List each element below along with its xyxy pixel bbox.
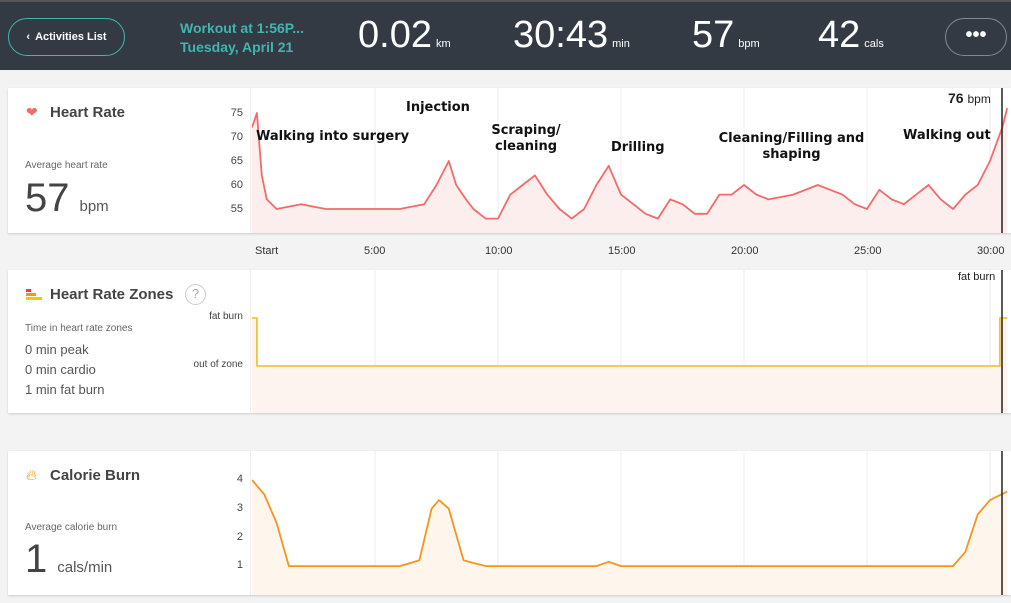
annotation: Drilling bbox=[611, 140, 665, 155]
heart-rate-zones-card: Heart Rate Zones ? Time in heart rate zo… bbox=[8, 270, 1011, 413]
distance-unit: km bbox=[435, 38, 451, 50]
more-options-button[interactable]: ••• bbox=[945, 18, 1007, 56]
x-tick: 10:00 bbox=[485, 245, 513, 257]
y-tick: 65 bbox=[230, 155, 243, 167]
avg-calorie-label: Average calorie burn bbox=[25, 522, 118, 533]
annotation: Walking out bbox=[903, 128, 991, 143]
y-tick: 60 bbox=[230, 179, 243, 191]
current-zone-label: fat burn bbox=[958, 271, 996, 283]
duration-unit: min bbox=[612, 38, 630, 50]
distance-value: 0.02 bbox=[358, 14, 432, 56]
x-tick: Start bbox=[255, 245, 279, 257]
heart-rate-card: ❤ Heart Rate Average heart rate 57 bpm 75… bbox=[8, 88, 1011, 233]
heart-rate-chart[interactable] bbox=[252, 88, 1011, 233]
area-fill bbox=[252, 108, 1008, 233]
avg-calorie-value: 1 bbox=[25, 537, 48, 581]
heart-rate-value: 57 bbox=[692, 14, 735, 56]
calorie-summary: 🔥︎ Calorie Burn Average calorie burn 1 ca… bbox=[8, 451, 251, 595]
duration-value: 30:43 bbox=[513, 14, 609, 56]
avg-heart-rate-label: Average heart rate bbox=[25, 160, 108, 171]
duration-stat: 30:43 min bbox=[513, 14, 630, 57]
y-tick: 75 bbox=[230, 107, 243, 119]
annotation: Cleaning/Filling and shaping bbox=[718, 131, 865, 162]
activities-list-button[interactable]: ‹ Activities List bbox=[8, 18, 125, 56]
y-tick: 70 bbox=[230, 131, 243, 143]
zone-fat-burn: 1 min fat burn bbox=[25, 382, 105, 397]
current-bpm-label: 76 bpm bbox=[948, 90, 991, 106]
zones-title: Heart Rate Zones bbox=[50, 286, 174, 303]
y-tick: 55 bbox=[230, 203, 243, 215]
current-bpm-value: 76 bbox=[948, 90, 964, 106]
zones-chart[interactable] bbox=[252, 270, 1011, 413]
x-tick: 25:00 bbox=[854, 245, 882, 257]
annotation: Injection bbox=[406, 100, 470, 115]
avg-heart-rate-unit: bpm bbox=[79, 198, 109, 215]
zone-peak: 0 min peak bbox=[25, 342, 89, 357]
heart-rate-stat: 57 bpm bbox=[692, 14, 760, 57]
workout-date: Tuesday, April 21 bbox=[180, 39, 294, 55]
series-line bbox=[252, 479, 1008, 567]
calories-unit: cals bbox=[864, 38, 884, 50]
zones-summary: Heart Rate Zones ? Time in heart rate zo… bbox=[8, 270, 251, 413]
y-tick: 3 bbox=[236, 502, 243, 514]
calorie-burn-card: 🔥︎ Calorie Burn Average calorie burn 1 ca… bbox=[8, 451, 1011, 595]
workout-info: Workout at 1:56P... Tuesday, April 21 bbox=[180, 19, 304, 57]
calorie-chart[interactable] bbox=[252, 451, 1011, 595]
calories-stat: 42 cals bbox=[818, 14, 884, 57]
flame-icon: 🔥︎ bbox=[26, 467, 38, 484]
x-tick: 20:00 bbox=[731, 245, 759, 257]
heart-rate-unit: bpm bbox=[738, 38, 760, 50]
calorie-title: Calorie Burn bbox=[50, 467, 141, 484]
calories-value: 42 bbox=[818, 14, 861, 56]
avg-heart-rate-value: 57 bbox=[25, 176, 70, 220]
zones-bars-icon bbox=[26, 288, 42, 304]
area-fill bbox=[252, 480, 1008, 595]
heart-rate-title: Heart Rate bbox=[50, 104, 126, 121]
avg-calorie-unit: cals/min bbox=[57, 559, 113, 576]
area-fill bbox=[252, 318, 1008, 413]
zone-level-label: fat burn bbox=[209, 311, 243, 322]
distance-stat: 0.02 km bbox=[358, 14, 451, 57]
zones-time-label: Time in heart rate zones bbox=[25, 323, 133, 334]
x-tick: 5:00 bbox=[364, 245, 386, 257]
zone-cardio: 0 min cardio bbox=[25, 362, 96, 377]
help-icon[interactable]: ? bbox=[185, 284, 206, 305]
workout-header: ‹ Activities List Workout at 1:56P... Tues… bbox=[0, 0, 1011, 70]
series-line bbox=[252, 317, 1008, 367]
x-tick: 15:00 bbox=[608, 245, 636, 257]
heart-rate-summary: ❤ Heart Rate Average heart rate 57 bpm 75… bbox=[8, 88, 251, 233]
series-line bbox=[252, 107, 1009, 220]
heart-icon: ❤ bbox=[26, 104, 38, 120]
y-tick: 1 bbox=[236, 559, 243, 571]
zone-level-label: out of zone bbox=[193, 359, 243, 370]
x-tick: 30:00 bbox=[977, 245, 1005, 257]
back-label: Activities List bbox=[35, 31, 107, 43]
annotation: Scraping/ cleaning bbox=[491, 123, 561, 154]
chevron-left-icon: ‹ bbox=[26, 31, 31, 43]
y-tick: 2 bbox=[236, 531, 243, 543]
workout-title: Workout at 1:56P... bbox=[180, 20, 304, 36]
annotation: Walking into surgery bbox=[256, 129, 410, 144]
y-tick: 4 bbox=[236, 473, 243, 485]
current-bpm-unit: bpm bbox=[967, 92, 991, 106]
